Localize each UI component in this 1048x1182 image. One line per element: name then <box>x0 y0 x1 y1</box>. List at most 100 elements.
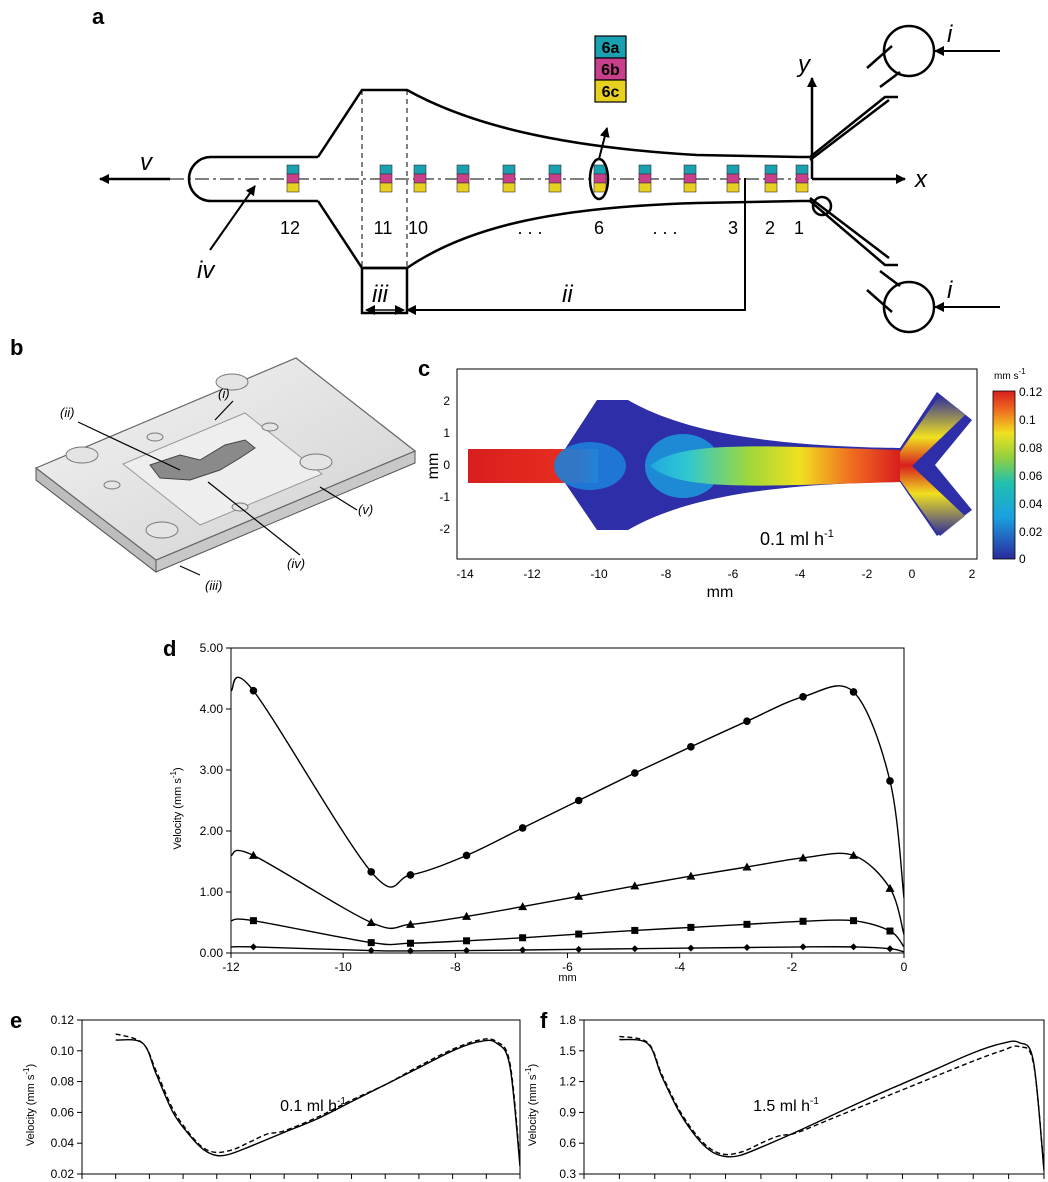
series-group <box>619 1035 1044 1171</box>
y-tick-label: 3.00 <box>200 763 224 777</box>
panel-c-velocity-map: c -14 -12 -10 -8 -6 -4 -2 0 2 2 1 0 -1 -… <box>418 356 1043 601</box>
inlet-label-bottom: i <box>947 277 953 304</box>
y-tick-label: 1.2 <box>559 1075 576 1089</box>
station-cell <box>683 182 697 193</box>
data-point <box>686 871 696 880</box>
x-tick-label: -4 <box>674 960 685 974</box>
y-tick-label: 0.3 <box>559 1167 576 1181</box>
position-label-3: 3 <box>728 218 738 238</box>
y-axis-label: Velocity (mm s-1) <box>169 767 184 849</box>
station-cell <box>502 182 516 193</box>
panel-d-velocity-profiles: d -12 -10 -8 -6 -4 -2 0 0.00 1.00 2.00 3.00 4.00 5.00… <box>163 636 908 984</box>
y-tick-label: 0.10 <box>51 1044 75 1058</box>
y-tick-label: 0.06 <box>51 1105 75 1119</box>
region-ii-label: ii <box>562 281 573 308</box>
x-tick-label: -12 <box>222 960 240 974</box>
part-label-ii: (ii) <box>60 405 74 420</box>
data-point <box>367 868 376 876</box>
map-x-tick: 2 <box>969 567 976 581</box>
station-cell <box>413 182 427 193</box>
station-marker-5 <box>638 164 652 193</box>
y-tick-label: 0.00 <box>200 946 224 960</box>
data-point <box>519 934 527 942</box>
map-x-ticks: -14 -12 -10 -8 -6 -4 -2 0 2 <box>456 567 975 581</box>
y-axis-label: y <box>796 51 812 78</box>
data-point <box>850 917 858 925</box>
panel-label-b: b <box>10 335 23 360</box>
station-marker-10 <box>413 164 427 193</box>
data-point <box>575 930 583 938</box>
data-point <box>742 862 752 871</box>
position-label-10: 10 <box>408 218 428 238</box>
data-point <box>687 944 695 952</box>
part-label-i: (i) <box>218 386 230 401</box>
station-marker-1 <box>795 164 809 193</box>
inlet-label-top: i <box>947 21 953 48</box>
station-marker-11 <box>379 164 393 193</box>
data-point <box>574 891 584 900</box>
x-axis-label: mm <box>558 972 576 984</box>
data-point <box>366 918 376 926</box>
panel-label-f: f <box>540 1008 548 1033</box>
x-tick-label: -8 <box>450 960 461 974</box>
station-cell <box>726 164 740 175</box>
map-y-tick: -1 <box>439 490 450 504</box>
callout-legend: 6a 6b 6c <box>594 35 627 103</box>
series-group <box>115 1033 520 1167</box>
station-cell <box>548 173 562 184</box>
ellipsis-left: . . . <box>517 218 542 238</box>
x-tick-label: 0 <box>901 960 908 974</box>
data-point <box>687 923 695 931</box>
colorbar-tick: 0.1 <box>1019 413 1036 427</box>
data-point <box>574 796 583 805</box>
part-label-v: (v) <box>358 502 373 517</box>
colorbar-scale <box>992 390 1016 560</box>
y-tick-label: 0.02 <box>51 1167 75 1181</box>
station-cell <box>764 173 778 184</box>
y-tick-label: 0.6 <box>559 1136 576 1150</box>
station-cell <box>795 164 809 175</box>
data-point <box>519 946 527 954</box>
data-point <box>799 693 807 701</box>
station-cell <box>379 182 393 193</box>
data-point <box>743 944 751 952</box>
map-flow-rate: 0.1 ml h-1 <box>760 528 834 549</box>
station-cell <box>638 173 652 184</box>
station-cell <box>638 164 652 175</box>
flow-field <box>468 392 972 536</box>
series-group <box>231 676 904 953</box>
data-point <box>687 743 695 751</box>
map-y-label: mm <box>425 453 442 480</box>
data-point <box>630 881 640 890</box>
colorbar-tick: 0.06 <box>1019 469 1043 483</box>
station-cell <box>456 173 470 184</box>
position-label-1: 1 <box>794 218 804 238</box>
map-x-tick: -6 <box>728 567 739 581</box>
position-label-2: 2 <box>765 218 775 238</box>
data-point <box>798 853 808 862</box>
x-tick-label: -6 <box>562 960 573 974</box>
series-line-2 <box>231 849 904 935</box>
panel-label-e: e <box>10 1008 22 1033</box>
panel-f-velocity-comparison: f-13-12-11-10-9-8-7-6-5-4-3-2-100.30.60.… <box>524 1008 1048 1182</box>
data-point <box>248 850 258 859</box>
position-label-12: 12 <box>280 218 300 238</box>
colorbar: mm s-1 0.12 0.1 0.08 0.06 0.04 0.02 0 <box>992 367 1043 566</box>
panel-a-schematic: a v y x i <box>92 4 1000 334</box>
data-point <box>886 945 894 953</box>
flow-rate-annotation: 1.5 ml h-1 <box>753 1096 819 1115</box>
data-point <box>631 945 639 953</box>
data-point <box>405 919 415 928</box>
region-iii-label: iii <box>372 281 389 308</box>
station-cell <box>726 173 740 184</box>
data-point <box>849 688 858 696</box>
y-tick-label: 0.12 <box>51 1013 75 1027</box>
station-cell <box>548 164 562 175</box>
y-axis-label: Velocity (mm s-1) <box>22 1064 37 1146</box>
part-label-iii: (iii) <box>205 578 222 593</box>
map-x-tick: 0 <box>909 567 916 581</box>
y-tick-label: 0.04 <box>51 1136 75 1150</box>
chip-illustration <box>34 357 417 574</box>
data-point <box>886 777 894 785</box>
